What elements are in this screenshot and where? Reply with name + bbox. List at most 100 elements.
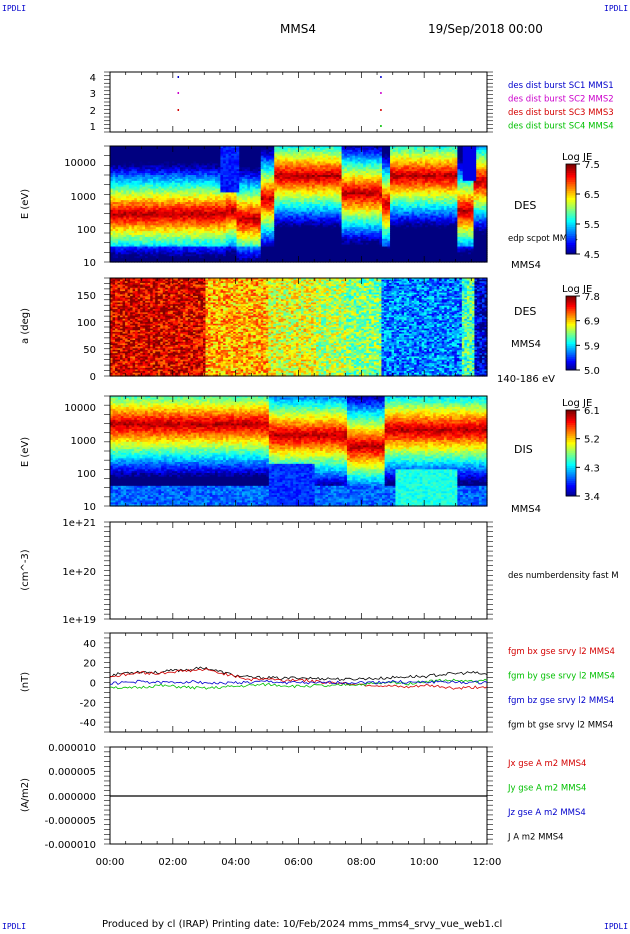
heatmap-cell — [228, 233, 232, 236]
heatmap-cell — [196, 194, 200, 197]
corner-label-br: IPDLI — [604, 922, 628, 931]
heatmap-cell — [163, 209, 168, 213]
heatmap-cell — [220, 149, 224, 153]
heatmap-cell — [209, 234, 213, 238]
heatmap-cell — [134, 198, 138, 201]
heatmap-cell — [201, 178, 205, 182]
heatmap-cell — [196, 213, 200, 217]
heatmap-cell — [174, 256, 178, 259]
heatmap-cell — [126, 229, 130, 232]
heatmap-cell — [228, 171, 232, 174]
heatmap-cell — [228, 175, 232, 178]
heatmap-cell — [126, 198, 130, 201]
heatmap-cell — [217, 207, 221, 211]
heatmap-cell — [201, 258, 205, 261]
heatmap-cell — [120, 225, 125, 228]
heatmap-cell — [155, 215, 160, 219]
heatmap-cell — [180, 219, 184, 222]
heatmap-cell — [131, 231, 135, 234]
heatmap-cell — [158, 176, 162, 180]
heatmap-cell — [115, 196, 119, 199]
heatmap-cell — [198, 223, 203, 226]
heatmap-cell — [115, 167, 119, 170]
heatmap-cell — [212, 205, 216, 209]
heatmap-cell — [196, 161, 200, 164]
heatmap-cell — [161, 209, 165, 213]
heatmap-cell — [134, 256, 138, 259]
heatmap-cell — [139, 202, 143, 205]
heatmap-cell — [118, 190, 122, 193]
heatmap-cell — [241, 236, 246, 240]
heatmap-cell — [182, 204, 186, 207]
heatmap-cell — [231, 252, 235, 255]
heatmap-cell — [204, 159, 208, 163]
heatmap-cell — [190, 180, 195, 184]
heatmap-cell — [217, 173, 221, 176]
heatmap-cell — [142, 217, 146, 221]
heatmap-cell — [239, 196, 243, 199]
heatmap-cell — [223, 167, 227, 170]
heatmap-cell — [212, 182, 216, 186]
heatmap-cell — [158, 173, 162, 176]
heatmap-cell — [153, 234, 157, 238]
heatmap-cell — [180, 182, 184, 186]
heatmap-cell — [126, 196, 130, 199]
heatmap-cell — [247, 213, 251, 217]
heatmap-cell — [225, 155, 230, 159]
heatmap-cell — [115, 256, 119, 259]
heatmap-cell — [180, 169, 184, 172]
heatmap-cell — [244, 161, 248, 164]
heatmap-cell — [236, 240, 240, 244]
heatmap-cell — [209, 221, 213, 224]
heatmap-cell — [118, 242, 122, 246]
heatmap-cell — [182, 219, 186, 222]
heatmap-cell — [223, 204, 227, 207]
heatmap-cell — [201, 211, 205, 215]
heatmap-cell — [112, 200, 116, 203]
heatmap-cell — [123, 213, 127, 217]
heatmap-cell — [139, 190, 143, 193]
heatmap-cell — [131, 252, 135, 255]
heatmap-cell — [190, 244, 195, 248]
heatmap-cell — [215, 231, 219, 234]
heatmap-cell — [212, 157, 216, 161]
heatmap-cell — [198, 147, 203, 151]
heatmap-cell — [255, 178, 259, 182]
heatmap-cell — [171, 173, 176, 176]
heatmap-cell — [161, 175, 165, 178]
heatmap-cell — [217, 260, 221, 263]
heatmap-cell — [252, 260, 257, 263]
heatmap-cell — [126, 146, 130, 149]
heatmap-cell — [150, 180, 154, 184]
heatmap-cell — [112, 242, 116, 246]
heatmap-cell — [128, 169, 133, 172]
heatmap-cell — [225, 231, 230, 234]
heatmap-cell — [123, 202, 127, 205]
heatmap-cell — [196, 202, 200, 205]
heatmap-cell — [155, 221, 160, 224]
heatmap-cell — [193, 219, 197, 222]
heatmap-cell — [182, 233, 186, 236]
heatmap-cell — [112, 211, 116, 215]
heatmap-cell — [128, 209, 133, 213]
heatmap-cell — [158, 190, 162, 193]
heatmap-cell — [145, 149, 149, 153]
heatmap-cell — [223, 240, 227, 244]
heatmap-cell — [215, 161, 219, 164]
heatmap-cell — [220, 246, 224, 250]
heatmap-cell — [247, 246, 251, 250]
heatmap-cell — [161, 236, 165, 240]
heatmap-cell — [233, 217, 238, 221]
heatmap-cell — [163, 184, 168, 188]
heatmap-cell — [118, 227, 122, 230]
heatmap-cell — [239, 242, 243, 246]
heatmap-cell — [115, 221, 119, 224]
heatmap-cell — [196, 198, 200, 201]
heatmap-cell — [161, 213, 165, 217]
heatmap-cell — [212, 242, 216, 246]
heatmap-cell — [215, 147, 219, 151]
heatmap-cell — [247, 256, 251, 259]
heatmap-cell — [171, 147, 176, 151]
heatmap-cell — [120, 254, 125, 257]
heatmap-cell — [244, 184, 248, 188]
